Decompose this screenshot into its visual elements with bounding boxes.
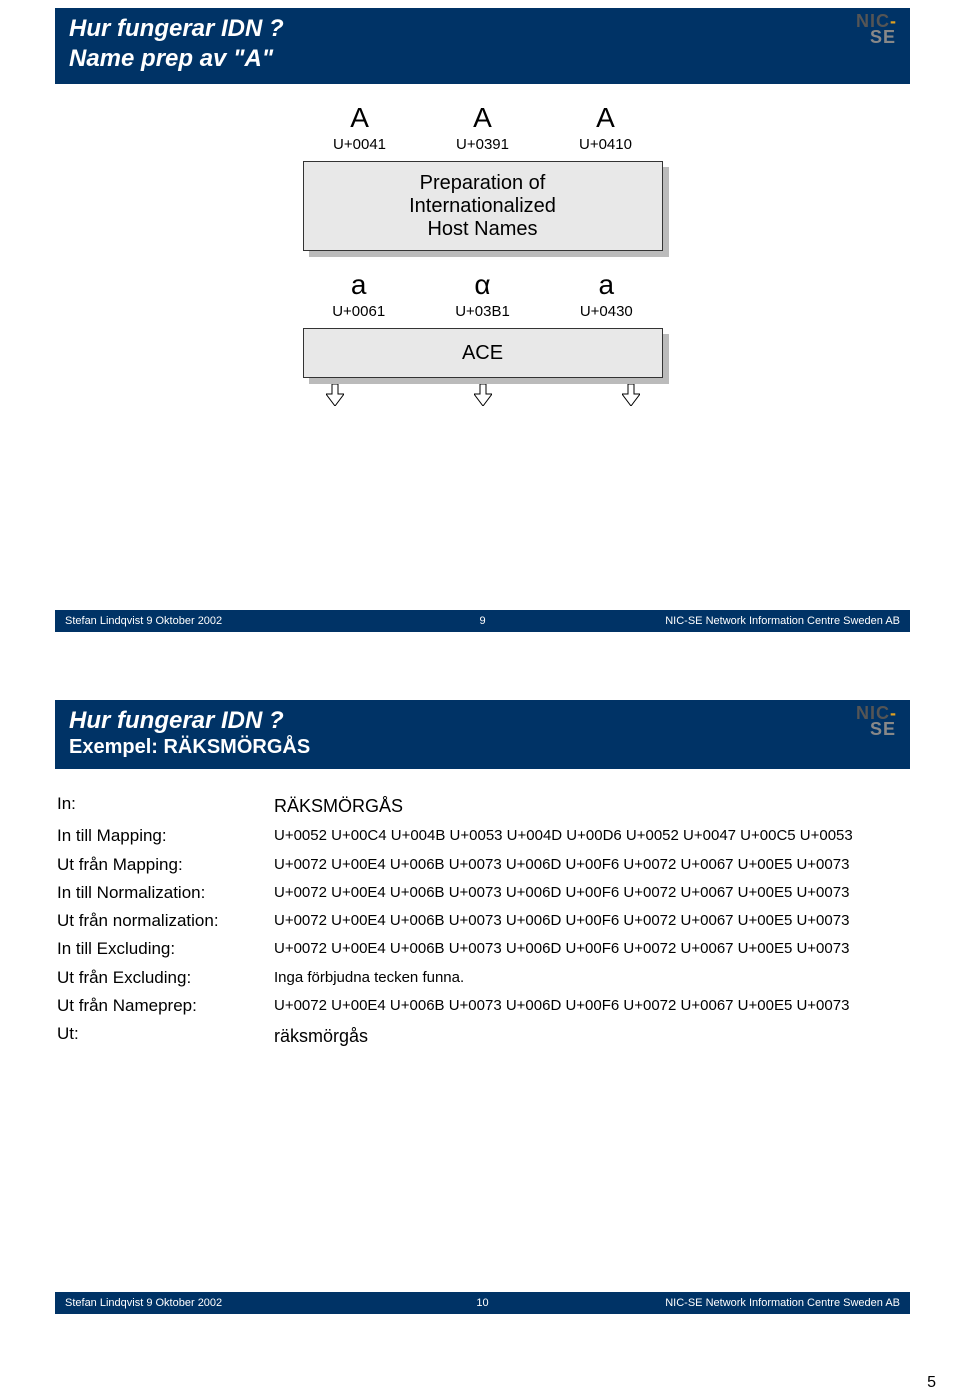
arrow-down-icon: [474, 384, 492, 402]
nic-se-logo: NIC- SE: [856, 14, 896, 45]
row-label: In:: [57, 791, 272, 821]
row-value: RÄKSMÖRGÅS: [274, 791, 908, 821]
row-value: U+0072 U+00E4 U+006B U+0073 U+006D U+00F…: [274, 852, 908, 878]
input-cell-2: А U+0410: [579, 102, 632, 153]
slide2-title-bar: Hur fungerar IDN ? Exempel: RÄKSMÖRGÅS N…: [55, 700, 910, 769]
input-char-1: Α: [456, 102, 509, 134]
row-value: U+0052 U+00C4 U+004B U+0053 U+004D U+00D…: [274, 823, 908, 849]
slide1-title-line2: Name prep av "A": [69, 44, 896, 74]
output-char-1: α: [455, 269, 510, 301]
row-value: U+0072 U+00E4 U+006B U+0073 U+006D U+00F…: [274, 880, 908, 906]
input-chars-row: A U+0041 Α U+0391 А U+0410: [55, 102, 910, 153]
slide2-footer: Stefan Lindqvist 9 Oktober 2002 10 NIC-S…: [55, 1292, 910, 1314]
row-label: Ut från Excluding:: [57, 965, 272, 991]
output-code-0: U+0061: [332, 303, 385, 320]
row-label: Ut:: [57, 1021, 272, 1051]
nic-se-logo: NIC- SE: [856, 706, 896, 737]
row-value: U+0072 U+00E4 U+006B U+0073 U+006D U+00F…: [274, 993, 908, 1019]
row-label: Ut från Nameprep:: [57, 993, 272, 1019]
block-ace: ACE: [303, 328, 663, 378]
table-row: In:RÄKSMÖRGÅS: [57, 791, 908, 821]
table-row: Ut från Mapping:U+0072 U+00E4 U+006B U+0…: [57, 852, 908, 878]
input-code-0: U+0041: [333, 136, 386, 153]
table-row: Ut från Nameprep:U+0072 U+00E4 U+006B U+…: [57, 993, 908, 1019]
input-cell-1: Α U+0391: [456, 102, 509, 153]
slide2-title-line2: Exempel: RÄKSMÖRGÅS: [69, 736, 896, 759]
output-char-2: а: [580, 269, 633, 301]
slide-1: Hur fungerar IDN ? Name prep av "A" NIC-…: [55, 8, 910, 628]
block-preparation-label: Preparation of Internationalized Host Na…: [303, 161, 663, 251]
block-ace-label: ACE: [303, 328, 663, 378]
slide1-body: A U+0041 Α U+0391 А U+0410 Preparation o…: [55, 102, 910, 632]
footer-left: Stefan Lindqvist 9 Oktober 2002: [65, 615, 463, 627]
footer-right: NIC-SE Network Information Centre Sweden…: [503, 1297, 901, 1309]
block-preparation: Preparation of Internationalized Host Na…: [303, 161, 663, 251]
input-cell-0: A U+0041: [333, 102, 386, 153]
input-char-2: А: [579, 102, 632, 134]
page-number: 5: [927, 1374, 936, 1392]
arrow-down-icon: [326, 384, 344, 402]
row-label: Ut från normalization:: [57, 908, 272, 934]
slide1-title-line1: Hur fungerar IDN ?: [69, 14, 896, 44]
slide1-footer: Stefan Lindqvist 9 Oktober 2002 9 NIC-SE…: [55, 610, 910, 632]
row-label: In till Normalization:: [57, 880, 272, 906]
output-cell-1: α U+03B1: [455, 269, 510, 320]
table-row: In till Mapping:U+0052 U+00C4 U+004B U+0…: [57, 823, 908, 849]
row-value: U+0072 U+00E4 U+006B U+0073 U+006D U+00F…: [274, 936, 908, 962]
output-cell-2: а U+0430: [580, 269, 633, 320]
table-row: In till Excluding:U+0072 U+00E4 U+006B U…: [57, 936, 908, 962]
logo-se: SE: [870, 27, 896, 47]
slide2-body: In:RÄKSMÖRGÅS In till Mapping:U+0052 U+0…: [55, 789, 910, 1314]
row-value: U+0072 U+00E4 U+006B U+0073 U+006D U+00F…: [274, 908, 908, 934]
slide1-title-bar: Hur fungerar IDN ? Name prep av "A" NIC-…: [55, 8, 910, 84]
footer-center: 9: [463, 615, 503, 627]
table-row: Ut:räksmörgås: [57, 1021, 908, 1051]
row-label: In till Excluding:: [57, 936, 272, 962]
footer-right: NIC-SE Network Information Centre Sweden…: [503, 615, 901, 627]
slide2-title-line1: Hur fungerar IDN ?: [69, 706, 896, 736]
arrows-row: [55, 384, 910, 402]
output-cell-0: a U+0061: [332, 269, 385, 320]
row-value: räksmörgås: [274, 1021, 908, 1051]
table-row: Ut från normalization:U+0072 U+00E4 U+00…: [57, 908, 908, 934]
table-row: Ut från Excluding:Inga förbjudna tecken …: [57, 965, 908, 991]
footer-center: 10: [463, 1297, 503, 1309]
output-char-0: a: [332, 269, 385, 301]
output-code-2: U+0430: [580, 303, 633, 320]
logo-se: SE: [870, 719, 896, 739]
row-value: Inga förbjudna tecken funna.: [274, 965, 908, 991]
output-chars-row: a U+0061 α U+03B1 а U+0430: [55, 269, 910, 320]
slide-2: Hur fungerar IDN ? Exempel: RÄKSMÖRGÅS N…: [55, 700, 910, 1300]
mapping-table: In:RÄKSMÖRGÅS In till Mapping:U+0052 U+0…: [55, 789, 910, 1053]
row-label: Ut från Mapping:: [57, 852, 272, 878]
arrow-down-icon: [622, 384, 640, 402]
row-label: In till Mapping:: [57, 823, 272, 849]
output-code-1: U+03B1: [455, 303, 510, 320]
footer-left: Stefan Lindqvist 9 Oktober 2002: [65, 1297, 463, 1309]
input-code-1: U+0391: [456, 136, 509, 153]
table-row: In till Normalization:U+0072 U+00E4 U+00…: [57, 880, 908, 906]
input-char-0: A: [333, 102, 386, 134]
input-code-2: U+0410: [579, 136, 632, 153]
